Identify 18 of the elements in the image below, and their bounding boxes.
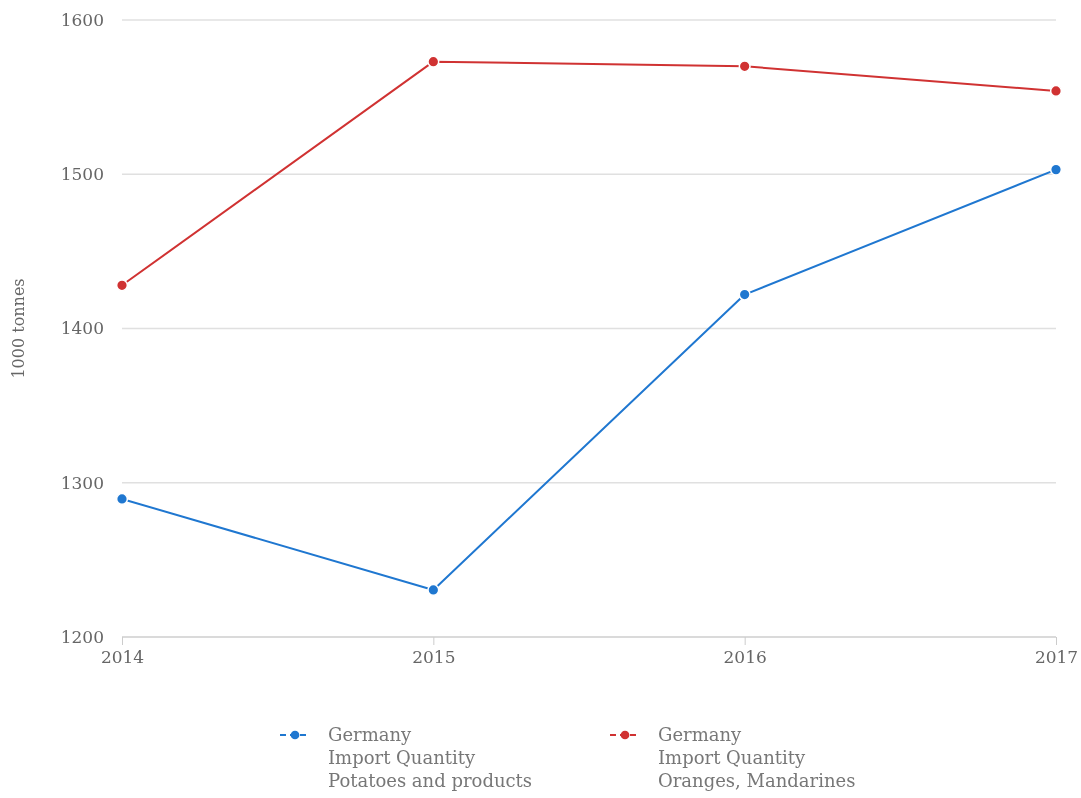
point	[1049, 163, 1063, 176]
y-tick-label: 1400	[60, 318, 104, 339]
x-tick-label: 2014	[100, 647, 145, 668]
point	[1049, 84, 1063, 98]
y-tick-label: 1200	[60, 626, 104, 647]
point	[115, 492, 129, 506]
x-tick-label: 2016	[723, 647, 767, 668]
point	[115, 279, 129, 292]
legend-label: Germany Import Quantity Potatoes and products	[328, 724, 533, 791]
y-tick-label: 1500	[60, 164, 104, 185]
legend-label: Germany Import Quantity Oranges, Mandarines	[658, 724, 856, 791]
point	[427, 583, 440, 597]
y-axis-title: 1000 tonnes	[9, 278, 28, 379]
x-tick-label: 2017	[1034, 647, 1079, 668]
y-tick-label: 1300	[60, 472, 104, 493]
point	[738, 60, 751, 73]
y-tick-label: 1600	[60, 9, 104, 30]
x-tick-label: 2015	[412, 647, 456, 668]
